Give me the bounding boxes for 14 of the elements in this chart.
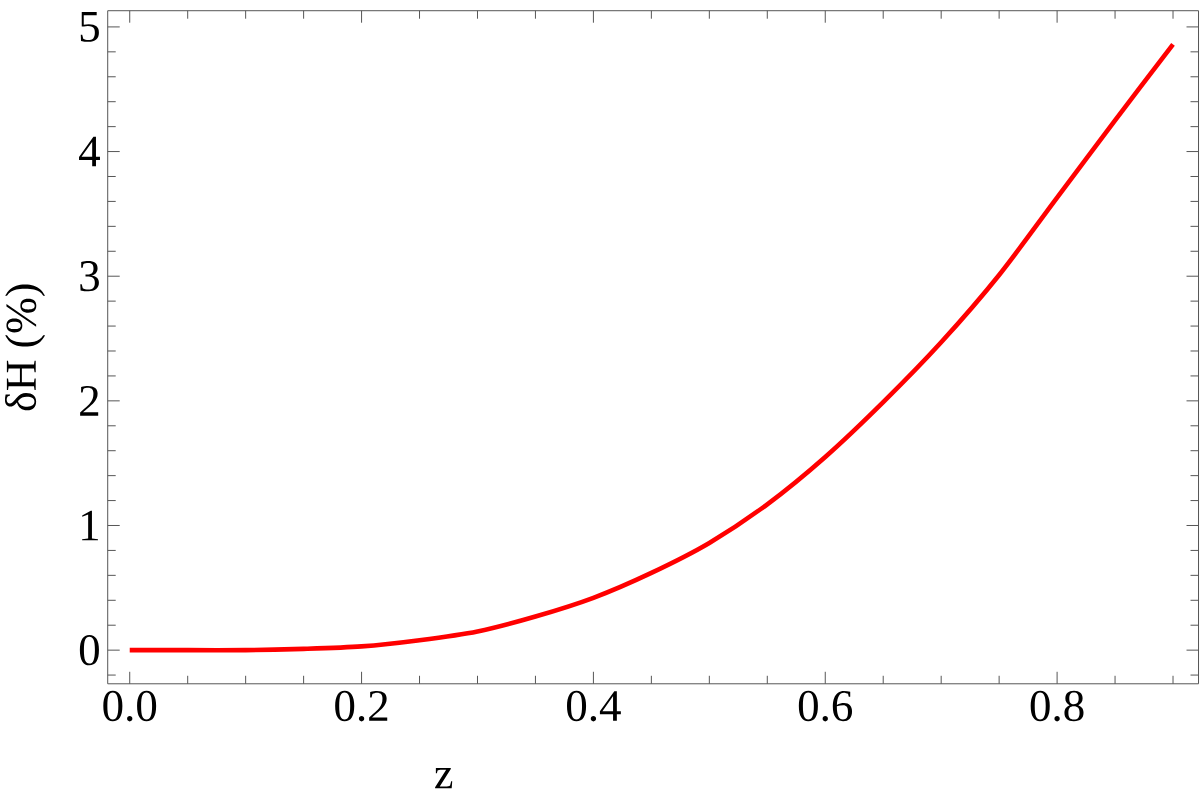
- y-tick-label: 0: [79, 634, 99, 666]
- x-tick-label: 0.4: [567, 690, 621, 722]
- x-axis-title: z: [435, 767, 453, 789]
- y-tick-label: 2: [80, 385, 99, 416]
- y-tick-label: 4: [79, 136, 100, 167]
- line-series: [127, 42, 1176, 653]
- x-tick-label: 0.0: [103, 690, 157, 722]
- x-tick-label: 0.6: [798, 690, 853, 722]
- y-tick-label: 5: [80, 11, 99, 42]
- x-tick-label: 0.8: [1030, 690, 1084, 722]
- y-axis-title: δH (%): [4, 284, 46, 411]
- y-tick-label: 1: [82, 510, 98, 541]
- x-tick-label: 0.2: [335, 690, 388, 722]
- y-tick-label: 3: [80, 261, 99, 292]
